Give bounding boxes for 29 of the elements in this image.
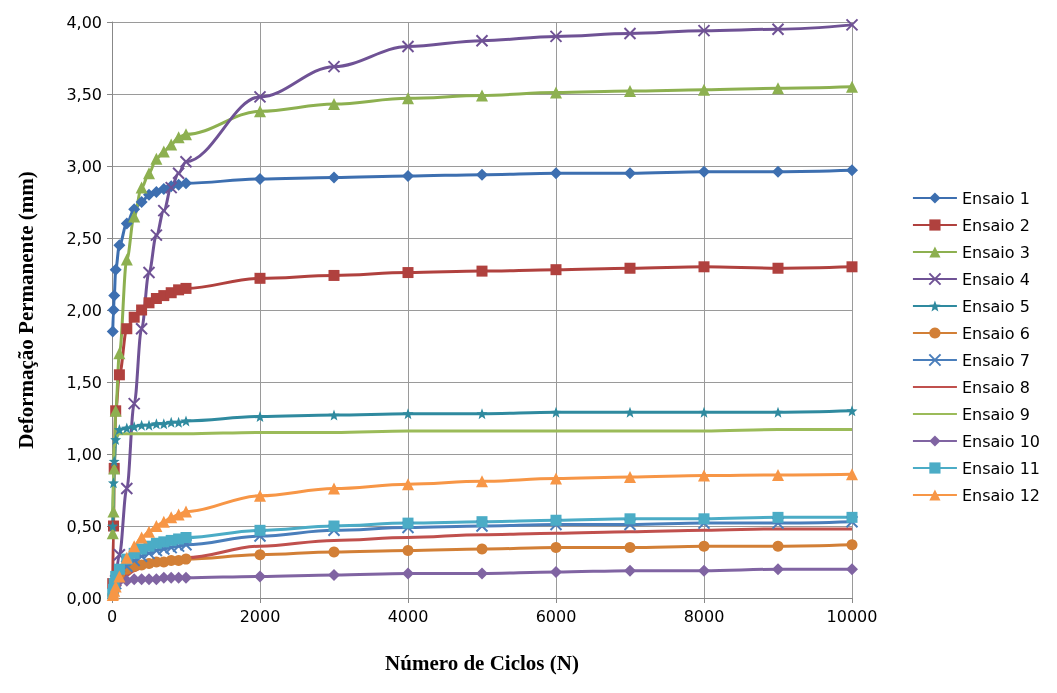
legend-label: Ensaio 11 [961,458,1041,478]
y-axis-title: Deformação Permanente (mm) [13,171,38,449]
legend-label: Ensaio 9 [961,404,1030,424]
x-tick-label: 6000 [535,606,577,626]
x-tick-label: 8000 [683,606,725,626]
x-tick-label: 4000 [387,606,429,626]
y-tick-label: 0,00 [66,588,102,608]
legend-label: Ensaio 2 [961,215,1030,235]
x-tick-label: 10000 [826,606,878,626]
legend-label: Ensaio 4 [961,269,1030,289]
y-tick-label: 1,00 [66,444,102,464]
legend-label: Ensaio 7 [961,350,1030,370]
y-tick-label: 4,00 [66,12,102,32]
x-tick-label: 0 [106,606,118,626]
y-tick-label: 3,00 [66,156,102,176]
legend-label: Ensaio 10 [961,431,1041,451]
x-axis-title: Número de Ciclos (N) [385,650,579,675]
legend-label: Ensaio 1 [961,188,1030,208]
y-tick-label: 2,50 [66,228,102,248]
y-tick-label: 1,50 [66,372,102,392]
legend-label: Ensaio 8 [961,377,1030,397]
y-tick-label: 0,50 [66,516,102,536]
legend-label: Ensaio 5 [961,296,1030,316]
legend-label: Ensaio 6 [961,323,1030,343]
y-tick-label: 3,50 [66,84,102,104]
x-tick-label: 2000 [239,606,281,626]
y-tick-label: 2,00 [66,300,102,320]
legend-label: Ensaio 12 [961,485,1041,505]
legend-label: Ensaio 3 [961,242,1030,262]
